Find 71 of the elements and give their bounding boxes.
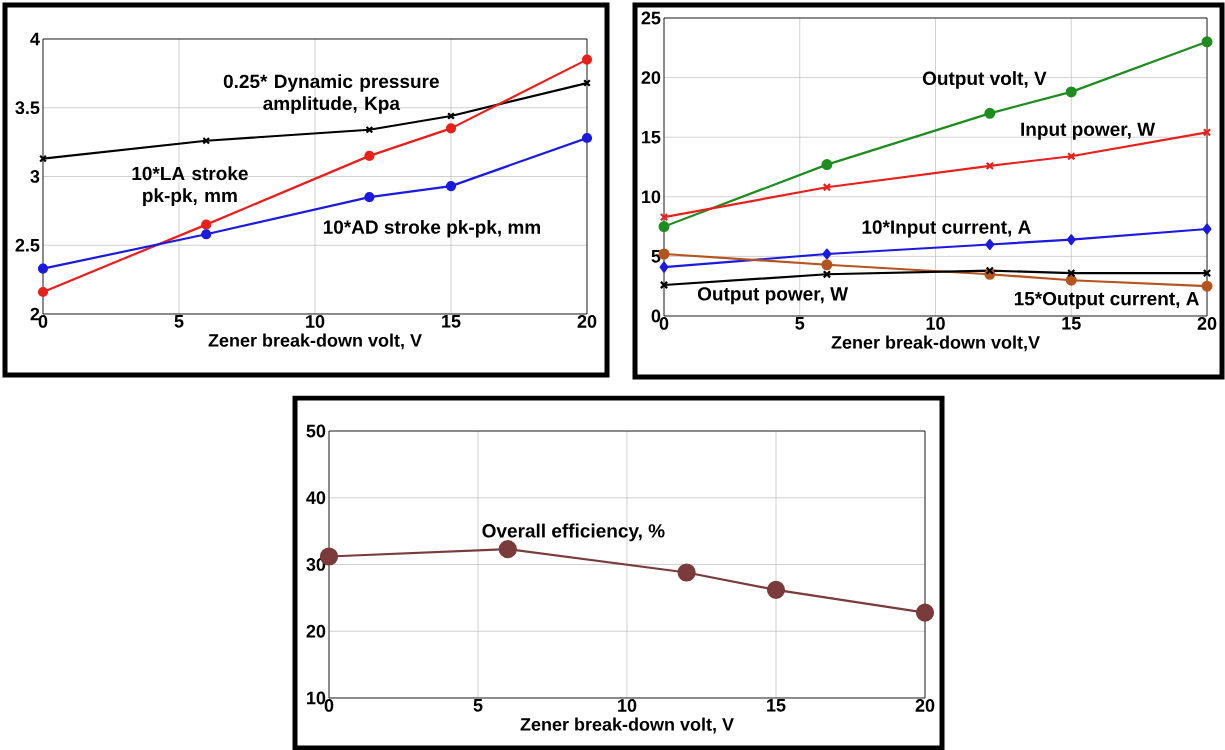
point: [1066, 234, 1076, 246]
y-tick-label: 15: [642, 130, 661, 144]
point: [581, 132, 593, 144]
point: [984, 107, 996, 119]
x-tick-label: 15: [442, 315, 461, 328]
point: [445, 181, 457, 192]
point: [821, 259, 833, 271]
point: [1201, 280, 1213, 292]
x-tick-label: 0: [659, 317, 669, 330]
y-tick-label: 4: [30, 32, 40, 46]
y-tick-label: 5: [651, 250, 661, 263]
point: [985, 238, 995, 250]
annotation: Overall efficiency, %: [482, 523, 665, 542]
x-tick-label: 20: [1197, 317, 1217, 330]
x-tick-label: 0: [38, 315, 48, 328]
x-tick-label: 15: [1062, 317, 1081, 330]
annotation: 15*Output current, A: [1014, 291, 1199, 310]
x-tick-label: 20: [577, 315, 597, 328]
point: [659, 280, 669, 290]
point: [1202, 268, 1212, 278]
x-axis-title: Zener break-down volt,V: [831, 335, 1040, 352]
point: [821, 159, 833, 171]
x-tick-label: 10: [618, 699, 637, 712]
point: [985, 266, 995, 275]
point: [766, 580, 786, 599]
point: [659, 212, 669, 222]
point: [201, 219, 212, 230]
point: [1202, 223, 1212, 235]
point: [1065, 86, 1077, 98]
point: [445, 123, 457, 134]
point: [37, 286, 49, 298]
y-tick-label: 20: [641, 71, 661, 84]
x-tick-label: 5: [795, 317, 805, 330]
point: [1067, 152, 1076, 161]
y-tick-label: 2: [30, 307, 40, 321]
point: [1065, 274, 1077, 286]
annotation: Output power, W: [697, 287, 849, 305]
x-axis-title: Zener break-down volt, V: [520, 717, 734, 734]
annotation: Input power, W: [1021, 122, 1156, 140]
point: [658, 221, 670, 233]
point: [201, 229, 212, 240]
annotation: 10*AD stroke pk-pk, mm: [323, 219, 541, 238]
y-tick-label: 25: [641, 11, 661, 25]
annotation: 10*Input current, A: [862, 220, 1031, 238]
x-tick-label: 20: [915, 699, 935, 712]
y-tick-label: 20: [306, 624, 326, 638]
annotation: 0.25* Dynamic pressure amplitude, Kpa: [223, 74, 439, 114]
point: [822, 248, 832, 260]
x-tick-label: 15: [767, 699, 786, 712]
annotation: 10*LA stroke pk-pk, mm: [132, 166, 248, 206]
point: [677, 563, 696, 582]
x-tick-label: 10: [926, 317, 945, 330]
y-tick-label: 3.5: [15, 101, 40, 115]
point: [581, 54, 593, 65]
point: [364, 150, 375, 161]
y-tick-label: 50: [306, 424, 326, 438]
point: [915, 603, 935, 622]
point: [498, 540, 517, 559]
y-tick-label: 10: [642, 190, 661, 204]
x-axis-title: Zener break-down volt, V: [208, 333, 422, 350]
point: [364, 192, 375, 203]
annotation: Output volt, V: [922, 71, 1047, 89]
point: [37, 263, 49, 274]
y-tick-label: 40: [306, 491, 326, 505]
point: [659, 261, 669, 273]
x-tick-label: 5: [174, 315, 184, 328]
y-tick-label: 2.5: [15, 238, 40, 252]
x-tick-label: 0: [324, 699, 334, 712]
y-tick-label: 3: [30, 170, 40, 183]
x-tick-label: 5: [473, 699, 483, 712]
point: [1201, 36, 1213, 48]
